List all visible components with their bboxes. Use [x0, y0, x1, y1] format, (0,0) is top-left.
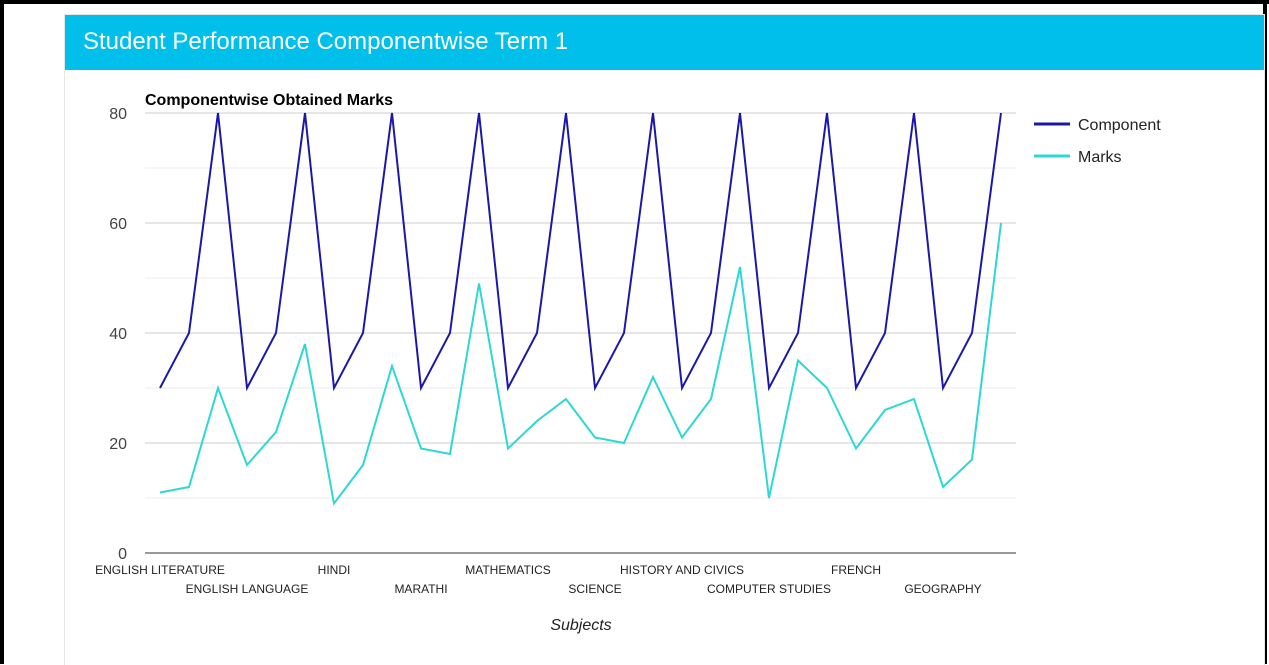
- y-tick-label: 80: [109, 106, 127, 123]
- panel-header: Student Performance Componentwise Term 1: [65, 15, 1264, 70]
- legend-label-component: Component: [1078, 117, 1161, 134]
- x-tick-label: HISTORY AND CIVICS: [620, 563, 744, 577]
- frame-border-top: [0, 0, 1269, 4]
- y-tick-label: 40: [109, 326, 127, 343]
- marks-series-line: [159, 222, 1002, 506]
- x-tick-label: ENGLISH LITERATURE: [95, 563, 225, 577]
- x-axis-title: Subjects: [550, 617, 611, 634]
- frame-border-left: [0, 0, 4, 664]
- x-tick-label: COMPUTER STUDIES: [707, 582, 831, 596]
- x-tick-label: FRENCH: [831, 563, 881, 577]
- y-tick-label: 60: [109, 216, 127, 233]
- x-tick-label: GEOGRAPHY: [904, 582, 981, 596]
- panel-title: Student Performance Componentwise Term 1: [83, 28, 569, 55]
- x-tick-label: HINDI: [318, 563, 351, 577]
- legend-label-marks: Marks: [1078, 149, 1122, 166]
- x-tick-label: MARATHI: [394, 582, 447, 596]
- y-tick-label: 20: [109, 436, 127, 453]
- y-axis-ticks: 0 20 40 60 80: [109, 106, 127, 563]
- series-lines: [159, 112, 1002, 506]
- x-tick-label: SCIENCE: [568, 582, 621, 596]
- chart-title: Componentwise Obtained Marks: [145, 92, 393, 109]
- component-series-line: [159, 112, 1002, 392]
- x-tick-label: ENGLISH LANGUAGE: [186, 582, 309, 596]
- y-tick-label: 0: [118, 546, 127, 563]
- gridlines: [145, 112, 1016, 554]
- legend: Component Marks: [1034, 117, 1161, 166]
- x-tick-label: MATHEMATICS: [465, 563, 551, 577]
- frame-border-right: [1263, 0, 1267, 664]
- x-axis-ticks: ENGLISH LITERATURE ENGLISH LANGUAGE HINDI M…: [95, 563, 982, 596]
